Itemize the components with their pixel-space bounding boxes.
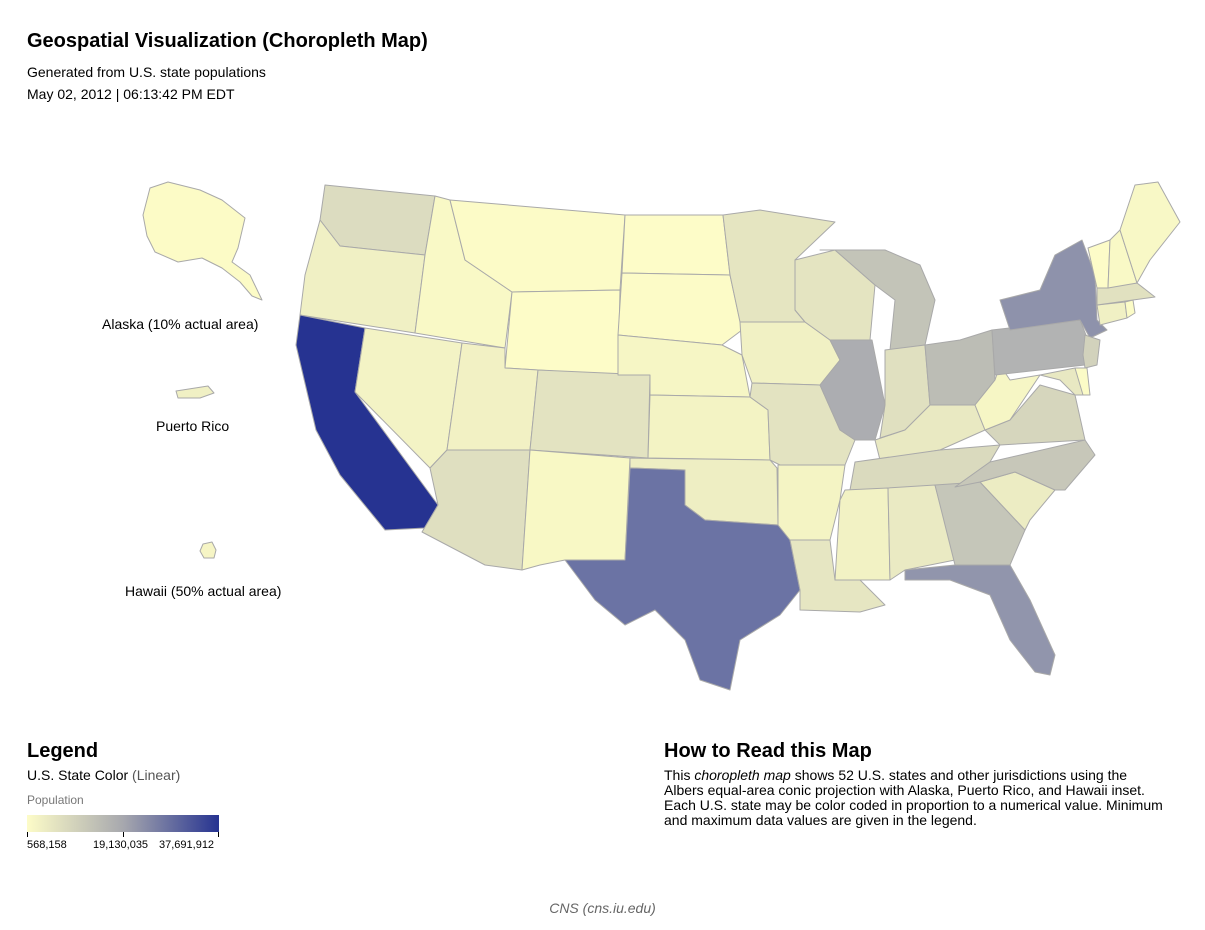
- state-connecticut[interactable]: [1096, 301, 1128, 326]
- legend-gradient-bar: [27, 815, 219, 832]
- state-wyoming[interactable]: [504, 289, 621, 376]
- state-hawaii[interactable]: [199, 541, 217, 559]
- state-new-jersey[interactable]: [1082, 334, 1101, 369]
- legend-tick-mid: [123, 832, 124, 837]
- legend-max-label: 37,691,912: [159, 839, 215, 851]
- legend-color-line: U.S. State Color (Linear): [27, 767, 287, 783]
- state-maryland[interactable]: [1039, 367, 1086, 396]
- state-florida[interactable]: [904, 564, 1056, 676]
- legend-mid-label: 19,130,035: [93, 839, 149, 851]
- state-arkansas[interactable]: [777, 464, 846, 541]
- state-delaware[interactable]: [1074, 367, 1091, 396]
- state-mississippi[interactable]: [834, 487, 891, 581]
- legend-tick-min: [27, 832, 28, 837]
- puerto-rico-inset-label: Puerto Rico: [156, 418, 229, 434]
- state-kansas[interactable]: [647, 394, 771, 461]
- state-puerto-rico[interactable]: [175, 385, 215, 399]
- legend-min-label: 568,158: [27, 839, 67, 851]
- legend-tick-max: [218, 832, 219, 837]
- subtitle: Generated from U.S. state populations: [27, 64, 266, 80]
- state-north-dakota[interactable]: [621, 214, 731, 276]
- how-to-text-lead: This: [664, 767, 695, 783]
- state-south-dakota[interactable]: [617, 272, 743, 346]
- state-arizona[interactable]: [421, 449, 531, 571]
- state-alaska[interactable]: [142, 181, 263, 301]
- how-to-read: How to Read this Map This choropleth map…: [664, 740, 1164, 828]
- state-alabama[interactable]: [887, 484, 956, 581]
- state-illinois[interactable]: [819, 339, 886, 441]
- legend-scale-type: (Linear): [132, 767, 181, 783]
- choropleth-map: Alaska (10% actual area) Puerto Rico Haw…: [102, 181, 1181, 691]
- state-new-york[interactable]: [999, 239, 1108, 339]
- state-west-virginia[interactable]: [974, 364, 1041, 431]
- legend: Legend U.S. State Color (Linear) Populat…: [27, 740, 287, 854]
- state-north-carolina[interactable]: [954, 439, 1096, 491]
- legend-title: Legend: [27, 740, 99, 762]
- header: Geospatial Visualization (Choropleth Map…: [27, 30, 428, 105]
- how-to-text-rest: shows 52 U.S. states and other jurisdict…: [664, 767, 1163, 828]
- hawaii-inset-label: Hawaii (50% actual area): [125, 583, 281, 599]
- state-new-mexico[interactable]: [521, 449, 631, 571]
- state-colorado[interactable]: [529, 369, 651, 459]
- timestamp: May 02, 2012 | 06:13:42 PM EDT: [27, 86, 235, 102]
- how-to-read-title: How to Read this Map: [664, 740, 872, 762]
- state-rhode-island[interactable]: [1124, 299, 1136, 319]
- legend-attribute: Population: [27, 793, 84, 807]
- legend-ticks: 568,158 19,130,035 37,691,912: [27, 832, 227, 854]
- legend-color-label: U.S. State Color: [27, 767, 129, 783]
- state-texas[interactable]: [564, 467, 801, 691]
- state-pennsylvania[interactable]: [991, 319, 1091, 376]
- page-title: Geospatial Visualization (Choropleth Map…: [27, 30, 428, 52]
- how-to-text-emphasis: choropleth map: [694, 767, 791, 783]
- how-to-read-text: This choropleth map shows 52 U.S. states…: [664, 768, 1164, 828]
- footer-credit: CNS (cns.iu.edu): [549, 900, 656, 916]
- state-maine[interactable]: [1119, 181, 1181, 284]
- state-louisiana[interactable]: [789, 539, 886, 613]
- alaska-inset-label: Alaska (10% actual area): [102, 316, 258, 332]
